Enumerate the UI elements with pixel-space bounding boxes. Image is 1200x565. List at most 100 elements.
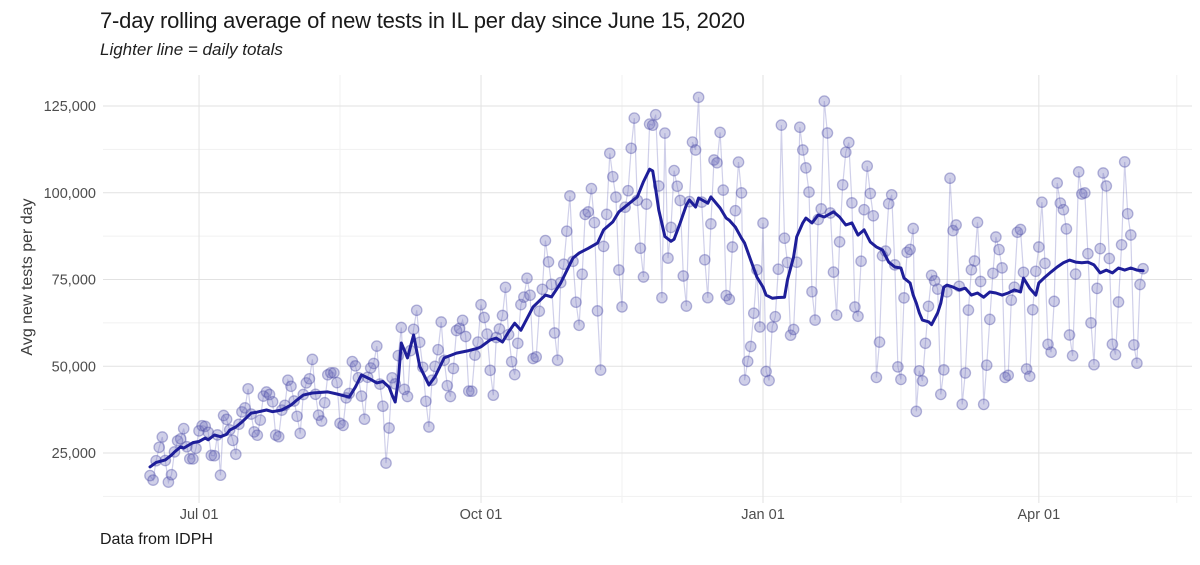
daily-total-point xyxy=(380,457,392,469)
daily-total-point xyxy=(1124,229,1137,241)
daily-total-point xyxy=(527,352,539,365)
daily-total-point xyxy=(346,355,359,368)
y-tick-label: 25,000 xyxy=(52,446,96,462)
daily-total-point xyxy=(205,449,218,462)
daily-total-point xyxy=(839,146,852,159)
daily-total-point xyxy=(331,376,343,389)
daily-total-point xyxy=(1014,223,1027,236)
daily-total-point xyxy=(214,469,227,482)
daily-total-point xyxy=(827,266,840,278)
daily-total-point xyxy=(229,448,242,461)
daily-total-point xyxy=(956,398,969,411)
daily-total-point xyxy=(453,322,466,335)
daily-total-point xyxy=(171,434,184,447)
daily-total-point xyxy=(300,377,313,389)
daily-total-point xyxy=(1057,203,1070,216)
daily-total-point xyxy=(597,240,610,253)
daily-total-point xyxy=(974,275,987,288)
daily-total-point xyxy=(1137,262,1149,275)
daily-total-point xyxy=(217,409,230,422)
daily-total-point xyxy=(1097,167,1110,179)
daily-total-point xyxy=(1005,294,1018,306)
daily-total-point xyxy=(196,419,208,432)
daily-total-point xyxy=(898,292,910,304)
daily-total-point xyxy=(499,281,512,294)
daily-total-point xyxy=(818,95,831,107)
daily-total-point xyxy=(950,219,962,231)
daily-total-point xyxy=(937,364,950,376)
daily-total-point xyxy=(925,269,938,282)
daily-total-point xyxy=(337,419,349,432)
daily-total-point xyxy=(959,367,972,379)
daily-total-point xyxy=(977,398,990,411)
daily-total-point xyxy=(236,406,248,418)
daily-total-point xyxy=(257,390,270,402)
daily-total-point xyxy=(447,362,460,375)
daily-total-point xyxy=(849,301,861,313)
daily-total-point xyxy=(870,371,883,384)
daily-total-point xyxy=(1054,197,1067,209)
daily-total-point xyxy=(524,289,536,302)
daily-total-point xyxy=(637,271,650,283)
daily-total-point xyxy=(1075,188,1088,200)
daily-total-point xyxy=(1131,357,1143,370)
daily-total-point xyxy=(610,191,622,203)
daily-total-point xyxy=(720,289,733,302)
daily-total-point xyxy=(904,243,916,256)
x-tick-label: Jul 01 xyxy=(180,507,219,523)
daily-total-point xyxy=(705,218,717,230)
daily-total-point xyxy=(836,179,849,191)
daily-total-point xyxy=(481,328,493,340)
daily-total-point xyxy=(873,336,886,348)
daily-total-point xyxy=(1085,317,1097,329)
daily-total-point xyxy=(312,409,325,422)
daily-total-point xyxy=(269,429,282,441)
daily-total-point xyxy=(968,255,981,267)
daily-total-point xyxy=(907,222,920,235)
daily-total-point xyxy=(1109,348,1122,361)
daily-total-point xyxy=(318,396,331,409)
daily-total-point xyxy=(680,300,693,312)
daily-total-point xyxy=(646,119,659,132)
daily-total-point xyxy=(821,127,834,139)
daily-total-point xyxy=(183,452,196,465)
y-tick-label: 125,000 xyxy=(44,99,96,115)
daily-total-point xyxy=(741,355,754,368)
daily-total-point xyxy=(809,314,821,326)
daily-total-point xyxy=(1045,346,1057,359)
daily-total-point xyxy=(208,449,221,462)
daily-total-point xyxy=(628,112,641,124)
daily-total-point xyxy=(328,366,340,379)
daily-total-point xyxy=(796,144,809,156)
daily-total-point xyxy=(714,126,726,139)
daily-total-point xyxy=(263,388,276,401)
chart-caption: Data from IDPH xyxy=(100,531,213,548)
daily-total-point xyxy=(401,390,414,403)
daily-total-point xyxy=(747,307,760,320)
daily-total-point xyxy=(668,164,680,177)
daily-total-point xyxy=(493,323,506,335)
daily-total-point xyxy=(202,426,215,439)
daily-totals-line xyxy=(149,97,1144,485)
daily-total-point xyxy=(1051,177,1064,189)
daily-total-point xyxy=(465,385,478,398)
daily-total-point xyxy=(947,224,959,237)
daily-total-point xyxy=(606,170,619,183)
daily-total-point xyxy=(980,359,993,372)
daily-total-point xyxy=(153,441,166,454)
daily-total-point xyxy=(518,291,530,303)
daily-total-point xyxy=(199,420,212,433)
daily-total-point xyxy=(616,301,628,313)
daily-total-point xyxy=(800,162,812,174)
daily-total-point xyxy=(193,425,205,437)
daily-total-point xyxy=(983,313,996,326)
daily-total-point xyxy=(306,353,319,366)
daily-total-point xyxy=(962,304,975,316)
daily-total-point xyxy=(533,305,546,318)
daily-total-point xyxy=(674,194,687,207)
daily-total-point xyxy=(634,242,647,255)
daily-total-point xyxy=(515,298,527,311)
daily-total-point xyxy=(643,118,656,130)
x-tick-label: Apr 01 xyxy=(1017,507,1060,523)
